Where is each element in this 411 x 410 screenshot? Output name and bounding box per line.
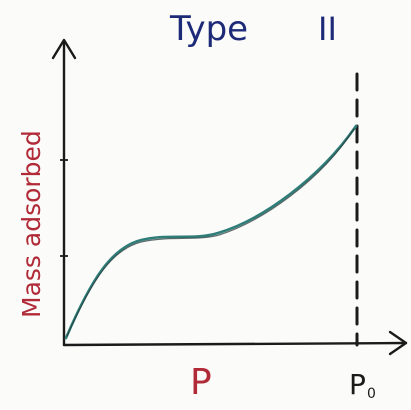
y-axis-arrowhead xyxy=(51,38,77,60)
y-axis-label: Mass adsorbed xyxy=(17,130,46,318)
saturation-pressure-subscript: 0 xyxy=(367,386,376,402)
saturation-pressure-label: P xyxy=(349,368,366,401)
isotherm-curve xyxy=(64,124,358,340)
x-axis xyxy=(62,341,408,347)
x-axis-arrowhead xyxy=(388,330,408,356)
diagram-title: Type xyxy=(169,9,248,49)
title-numeral: II xyxy=(318,10,337,48)
isotherm-curve-overstroke xyxy=(66,128,355,337)
x-axis-label: P xyxy=(190,362,212,403)
